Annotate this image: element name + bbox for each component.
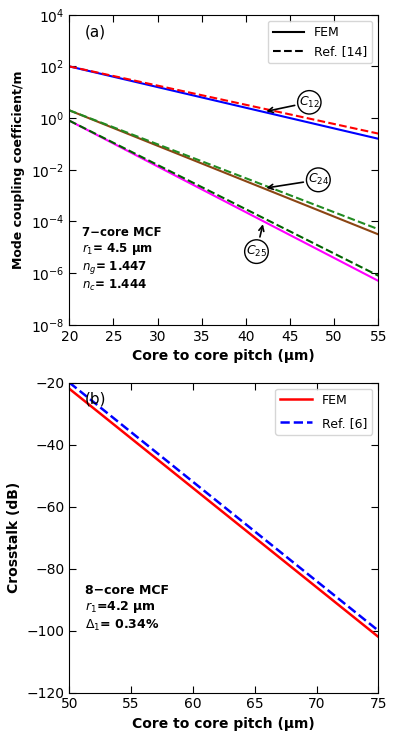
- FEM: [251, 532, 256, 541]
- Ref. [6]: [67, 378, 72, 387]
- FEM: [214, 502, 218, 511]
- Ref. [6]: [251, 525, 256, 534]
- Line: Ref. [6]: Ref. [6]: [69, 382, 378, 631]
- Text: (a): (a): [85, 24, 106, 39]
- Text: 8−core MCF
$r_1$=4.2 μm
$\Delta_1$= 0.34%: 8−core MCF $r_1$=4.2 μm $\Delta_1$= 0.34…: [85, 584, 169, 632]
- Legend: FEM, Ref. [6]: FEM, Ref. [6]: [275, 389, 372, 435]
- Ref. [6]: [216, 497, 220, 506]
- Text: $C_{12}$: $C_{12}$: [268, 94, 320, 112]
- FEM: [234, 519, 239, 528]
- Ref. [6]: [234, 512, 239, 521]
- Text: $C_{25}$: $C_{25}$: [246, 226, 267, 259]
- Line: FEM: FEM: [69, 389, 378, 637]
- FEM: [368, 627, 373, 635]
- X-axis label: Core to core pitch (μm): Core to core pitch (μm): [132, 717, 315, 731]
- Text: 7−core MCF
$r_1$= 4.5 μm
$n_g$= 1.447
$n_c$= 1.444: 7−core MCF $r_1$= 4.5 μm $n_g$= 1.447 $n…: [82, 226, 161, 293]
- FEM: [320, 587, 325, 596]
- Ref. [6]: [320, 582, 325, 590]
- Ref. [6]: [376, 627, 381, 635]
- FEM: [67, 384, 72, 393]
- Text: $C_{24}$: $C_{24}$: [268, 172, 329, 190]
- Ref. [6]: [214, 496, 218, 505]
- FEM: [216, 503, 220, 512]
- Ref. [6]: [368, 620, 373, 629]
- Legend: FEM, Ref. [14]: FEM, Ref. [14]: [268, 21, 372, 63]
- X-axis label: Core to core pitch (μm): Core to core pitch (μm): [132, 349, 315, 363]
- Y-axis label: Crosstalk (dB): Crosstalk (dB): [7, 482, 21, 593]
- FEM: [376, 632, 381, 641]
- Text: (b): (b): [85, 392, 106, 407]
- Y-axis label: Mode coupling coefficient/m: Mode coupling coefficient/m: [13, 71, 26, 269]
